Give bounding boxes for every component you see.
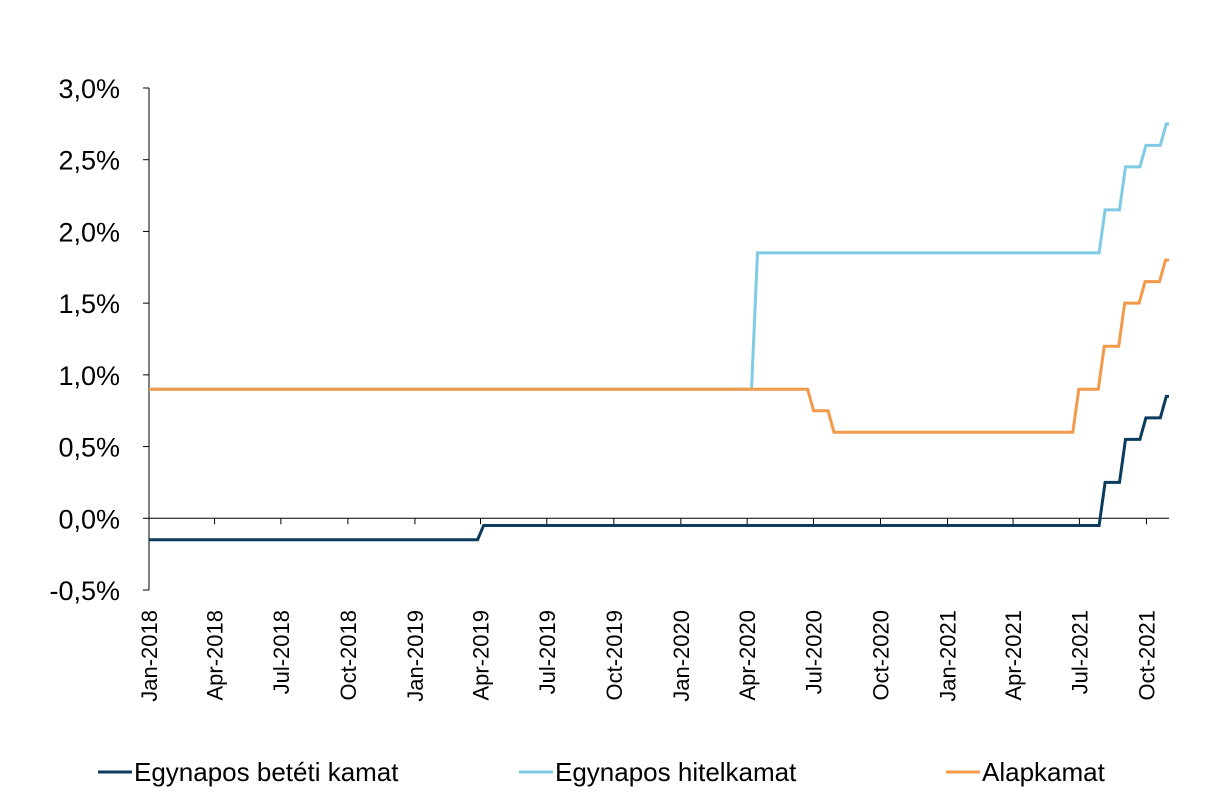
series-line-0 [149,394,1169,542]
series-line-1 [149,122,1169,391]
x-tick-label: Apr-2021 [1001,610,1026,701]
y-tick-label: 0,0% [58,504,120,534]
y-tick-label: 0,5% [58,433,120,463]
y-tick-label: 3,0% [58,74,120,104]
x-tick-label: Jan-2020 [669,610,694,702]
x-tick-label: Jan-2021 [936,610,961,702]
x-tick-label: Oct-2019 [602,610,627,701]
series-lines [149,122,1169,542]
x-tick-label: Oct-2018 [336,610,361,701]
x-tick-label: Jul-2019 [535,610,560,694]
x-tick-label: Oct-2021 [1134,610,1159,701]
legend-label-0: Egynapos betéti kamat [134,757,399,787]
x-tick-label: Jan-2018 [137,610,162,702]
series-line-2 [149,258,1169,434]
y-tick-label: 1,0% [58,361,120,391]
y-tick-label: 1,5% [58,289,120,319]
x-tick-label: Jan-2019 [403,610,428,702]
y-axis-ticks: -0,5% 0,0% 0,5% 1,0% 1,5% 2,0% 2,5% 3,0% [49,74,149,606]
legend-label-1: Egynapos hitelkamat [555,757,797,787]
y-tick-label: -0,5% [49,576,120,606]
x-tick-label: Jul-2021 [1067,610,1092,694]
y-tick-label: 2,5% [58,146,120,176]
x-tick-label: Apr-2019 [469,610,494,701]
legend: Egynapos betéti kamat Egynapos hitelkamat… [98,757,1106,787]
x-tick-label: Jul-2018 [269,610,294,694]
x-tick-label: Oct-2020 [868,610,893,701]
x-axis-ticks: Jan-2018 Apr-2018 Jul-2018 Oct-2018 Jan-2019… [137,518,1159,702]
axes [148,88,1169,590]
x-tick-label: Jul-2020 [801,610,826,694]
legend-label-2: Alapkamat [982,757,1106,787]
x-tick-label: Apr-2020 [735,610,760,701]
x-tick-label: Apr-2018 [203,610,228,701]
y-tick-label: 2,0% [58,217,120,247]
